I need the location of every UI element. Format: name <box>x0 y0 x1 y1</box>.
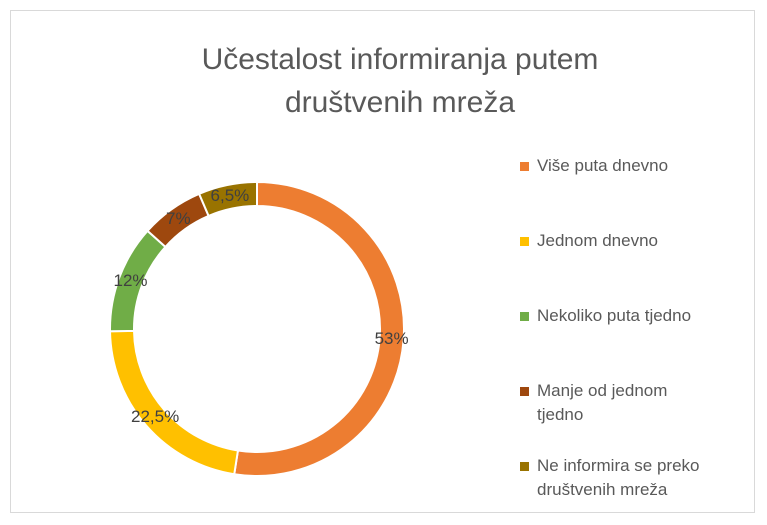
legend-item: Manje od jednom tjedno <box>520 379 720 427</box>
data-label: 22,5% <box>131 407 179 426</box>
chart-title: Učestalost informiranja putem društvenih… <box>201 43 599 119</box>
legend-label: Jednom dnevno <box>537 231 658 250</box>
legend-item: Više puta dnevno <box>520 154 720 178</box>
legend-label: Više puta dnevno <box>537 156 669 175</box>
legend-item: Jednom dnevno <box>520 229 720 253</box>
legend-item: Nekoliko puta tjedno <box>520 304 720 328</box>
legend-swatch <box>520 462 529 471</box>
donut-slice <box>109 329 240 476</box>
legend-label: Ne informira se preko društvenih mreža <box>537 456 700 499</box>
data-label: 6,5% <box>211 186 250 205</box>
legend-swatch <box>520 387 529 396</box>
donut-slice <box>197 180 258 218</box>
chart-frame <box>10 10 755 513</box>
data-label: 53% <box>375 329 409 348</box>
legend-item: Ne informira se preko društvenih mreža <box>520 454 720 502</box>
data-label: 12% <box>114 271 148 290</box>
legend-swatch <box>520 312 529 321</box>
legend-swatch <box>520 162 529 171</box>
legend-label: Manje od jednom tjedno <box>537 381 668 424</box>
legend-swatch <box>520 237 529 246</box>
legend-label: Nekoliko puta tjedno <box>537 306 692 325</box>
data-label: 7% <box>166 209 191 228</box>
